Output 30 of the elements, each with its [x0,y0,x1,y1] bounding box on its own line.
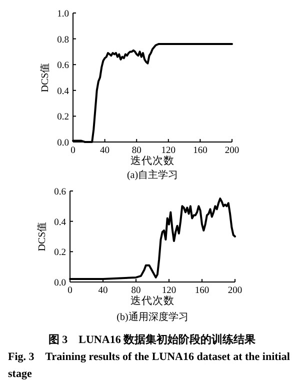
y-tick-label: 0.6 [54,188,66,198]
x-tick-label: 0 [68,286,73,296]
x-tick-label: 200 [224,146,240,156]
y-axis-title: DCS值 [40,62,51,92]
text: (b)通用深度学习 [116,311,188,323]
x-tick-label: 120 [162,286,176,296]
x-tick-label: 160 [194,286,210,296]
x-tick-label: 40 [98,286,108,296]
x-axis-title: 迭代次数 [130,294,174,307]
y-tick-label: 0.6 [57,61,70,72]
x-tick-label: 160 [193,146,208,156]
y-tick-label: 0.2 [54,248,66,258]
x-axis-title: 迭代次数 [130,154,174,167]
y-tick-label: 1.0 [57,10,70,20]
y-tick-label: 0.2 [57,112,70,123]
y-tick-label: 0.0 [57,138,70,148]
y-tick-label: 0.0 [54,278,66,288]
x-tick-label: 0 [70,146,76,156]
y-tick-label: 0.4 [54,218,66,228]
y-tick-label: 0.8 [57,35,70,46]
caption: 图 3 LUNA16 数据集初始阶段的训练结果 [47,332,257,348]
x-tick-label: 80 [131,286,141,296]
caption: Fig. 3 Training results of the LUNA16 dataset at the initial stage [8,350,291,382]
y-axis-title: DCS值 [37,222,48,252]
x-tick-label: 40 [100,146,110,156]
text: (a)自主学习 [126,169,178,181]
y-tick-label: 0.4 [57,86,70,97]
x-tick-label: 80 [132,146,142,156]
x-tick-label: 200 [228,286,242,296]
x-tick-label: 120 [161,146,176,156]
